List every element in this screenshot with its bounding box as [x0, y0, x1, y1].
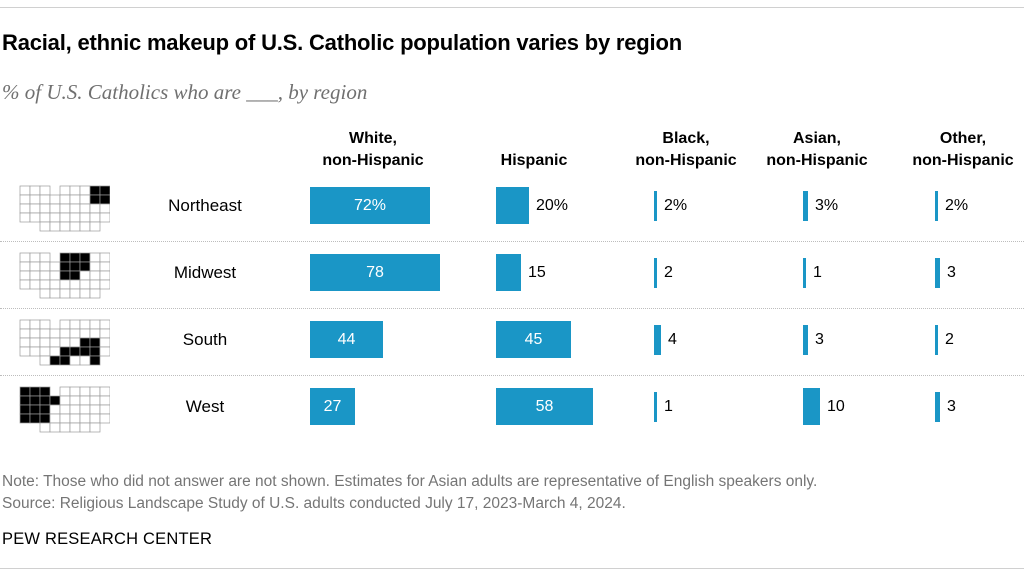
bar-midwest-black-non-hispanic: [654, 258, 657, 288]
chart-subtitle: % of U.S. Catholics who are ___, by regi…: [2, 80, 368, 104]
top-rule: [0, 7, 1024, 8]
chart-title: Racial, ethnic makeup of U.S. Catholic p…: [2, 30, 682, 55]
region-row-midwest: Midwest 78 15 2 1 3: [0, 244, 1024, 306]
bar-northeast-hispanic: [496, 187, 529, 224]
us-map-midwest-icon: [19, 252, 110, 299]
region-label-northeast: Northeast: [168, 196, 242, 215]
value-label-south-black-non-hispanic: 4: [668, 331, 677, 348]
column-header-black-non-hispanic: Black, non-Hispanic: [635, 130, 737, 169]
bar-south-other-non-hispanic: [935, 325, 938, 355]
value-label-south-white-non-hispanic: 44: [337, 331, 356, 348]
bar-west-asian-non-hispanic: [803, 388, 820, 425]
column-header-asian-non-hispanic: Asian, non-Hispanic: [766, 130, 868, 169]
bar-south-black-non-hispanic: [654, 325, 661, 355]
row-divider: [0, 375, 1024, 376]
value-label-midwest-other-non-hispanic: 3: [947, 264, 956, 281]
row-divider: [0, 241, 1024, 242]
value-label-northeast-hispanic: 20%: [536, 197, 569, 214]
bar-midwest-hispanic: [496, 254, 521, 291]
bar-west-white-non-hispanic: [310, 388, 355, 425]
column-header-other-non-hispanic: Other, non-Hispanic: [912, 130, 1014, 169]
value-label-west-asian-non-hispanic: 10: [827, 398, 845, 415]
row-divider: [0, 308, 1024, 309]
bar-midwest-white-non-hispanic: [310, 254, 440, 291]
bar-midwest-other-non-hispanic: [935, 258, 940, 288]
bar-northeast-black-non-hispanic: [654, 191, 657, 221]
value-label-northeast-other-non-hispanic: 2%: [945, 197, 969, 214]
bar-northeast-white-non-hispanic: [310, 187, 430, 224]
value-label-south-asian-non-hispanic: 3: [815, 331, 824, 348]
value-label-midwest-hispanic: 15: [528, 264, 546, 281]
region-row-west: West 27 58 1 10 3: [0, 378, 1024, 440]
region-label-south: South: [182, 330, 228, 349]
region-row-northeast: Northeast 72% 20% 2% 3% 2%: [0, 177, 1024, 239]
value-label-west-black-non-hispanic: 1: [664, 398, 673, 415]
bar-northeast-asian-non-hispanic: [803, 191, 808, 221]
column-header-hispanic: Hispanic: [500, 152, 568, 169]
chart-note: Note: Those who did not answer are not s…: [2, 473, 818, 490]
bottom-rule: [0, 568, 1024, 569]
value-label-northeast-asian-non-hispanic: 3%: [815, 197, 839, 214]
value-label-south-other-non-hispanic: 2: [945, 331, 954, 348]
bar-south-hispanic: [496, 321, 571, 358]
column-header-white-non-hispanic: White, non-Hispanic: [322, 130, 424, 169]
value-label-midwest-black-non-hispanic: 2: [664, 264, 673, 281]
value-label-south-hispanic: 45: [524, 331, 543, 348]
bar-west-hispanic: [496, 388, 593, 425]
bar-west-other-non-hispanic: [935, 392, 940, 422]
us-map-west-icon: [19, 386, 110, 433]
region-label-west: West: [185, 397, 225, 416]
bar-northeast-other-non-hispanic: [935, 191, 938, 221]
value-label-midwest-asian-non-hispanic: 1: [813, 264, 822, 281]
value-label-west-hispanic: 58: [535, 398, 554, 415]
region-label-midwest: Midwest: [173, 263, 237, 282]
value-label-northeast-black-non-hispanic: 2%: [664, 197, 688, 214]
bar-midwest-asian-non-hispanic: [803, 258, 806, 288]
brand-label: PEW RESEARCH CENTER: [2, 530, 213, 548]
value-label-west-other-non-hispanic: 3: [947, 398, 956, 415]
region-row-south: South 44 45 4 3 2: [0, 311, 1024, 373]
value-label-northeast-white-non-hispanic: 72%: [353, 197, 387, 214]
bar-south-asian-non-hispanic: [803, 325, 808, 355]
us-map-south-icon: [19, 319, 110, 366]
us-map-northeast-icon: [19, 185, 110, 232]
chart-source: Source: Religious Landscape Study of U.S…: [2, 495, 626, 512]
bar-west-black-non-hispanic: [654, 392, 657, 422]
value-label-west-white-non-hispanic: 27: [323, 398, 342, 415]
bar-south-white-non-hispanic: [310, 321, 383, 358]
value-label-midwest-white-non-hispanic: 78: [366, 264, 384, 281]
